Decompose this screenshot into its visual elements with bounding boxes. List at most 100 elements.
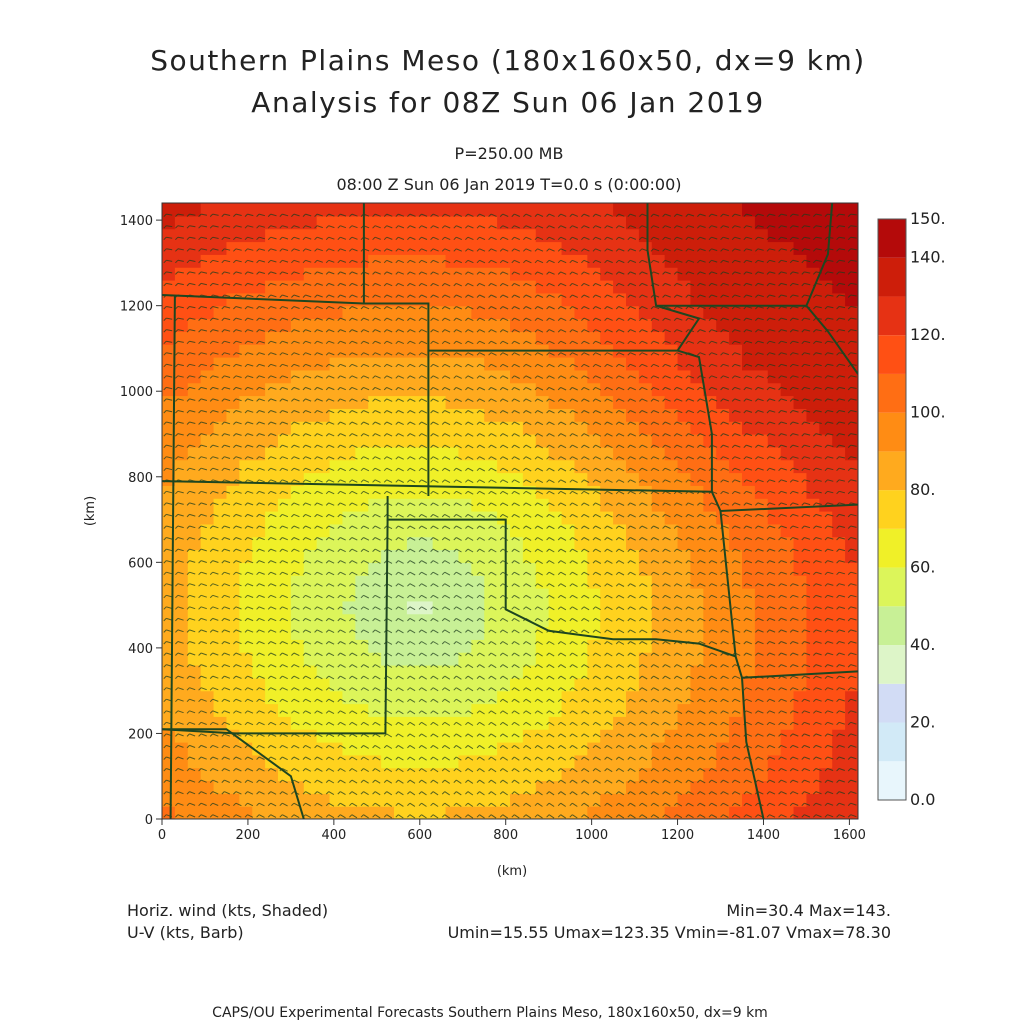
wind-barb	[163, 537, 173, 541]
shade-cell	[626, 549, 640, 563]
shade-cell	[626, 626, 640, 640]
shade-cell	[754, 767, 769, 782]
shade-cell	[574, 588, 588, 602]
wind-barb	[198, 352, 208, 356]
shade-cell	[394, 716, 408, 730]
shade-cell	[793, 536, 808, 551]
shade-cell	[806, 716, 820, 730]
wind-barb	[198, 606, 207, 610]
shade-cell	[806, 331, 820, 345]
shade-cell	[690, 382, 704, 397]
shade-cell	[510, 703, 524, 717]
shade-cell	[278, 754, 292, 769]
wind-barb	[209, 606, 219, 610]
shade-cell	[742, 562, 756, 576]
wind-barb	[233, 652, 242, 656]
shade-cell	[406, 588, 421, 602]
shade-cell	[819, 626, 833, 640]
shade-cell	[651, 485, 666, 499]
wind-barb	[209, 629, 219, 633]
shade-cell	[754, 652, 769, 666]
wind-barb	[198, 317, 208, 321]
shade-cell	[600, 280, 614, 294]
shade-cell	[832, 729, 846, 743]
wind-barb	[221, 271, 231, 275]
shade-cell	[638, 292, 653, 307]
shade-cell	[484, 203, 498, 217]
shade-cell	[510, 754, 524, 769]
shade-cell	[561, 703, 576, 717]
shade-cell	[574, 600, 588, 615]
shade-cell	[458, 267, 472, 281]
wind-barb	[163, 421, 173, 425]
shade-cell	[767, 575, 782, 589]
shade-cell	[329, 511, 344, 525]
shade-cell	[574, 639, 588, 653]
shade-cell	[677, 716, 692, 730]
shade-cell	[587, 459, 601, 474]
wind-barb	[209, 398, 219, 402]
shade-cell	[845, 793, 858, 807]
shade-cell	[729, 523, 743, 538]
wind-barb	[244, 629, 254, 633]
shade-cell	[252, 562, 266, 576]
shade-cell	[561, 203, 576, 217]
wind-barb	[244, 375, 254, 379]
shade-cell	[162, 767, 176, 782]
shade-cell	[548, 639, 563, 653]
shade-cell	[316, 318, 331, 332]
shade-cell	[406, 318, 421, 332]
wind-barb	[198, 733, 207, 737]
shade-cell	[394, 318, 408, 332]
shade-cell	[174, 690, 189, 705]
shade-cell	[342, 203, 356, 217]
shade-cell	[535, 254, 550, 268]
shade-cell	[329, 626, 344, 640]
shade-cell	[406, 305, 421, 320]
shade-cell	[780, 241, 795, 255]
shade-cell	[278, 395, 292, 409]
shade-cell	[651, 729, 666, 743]
shade-cell	[368, 395, 382, 409]
shade-cell	[303, 626, 318, 640]
shade-cell	[316, 729, 331, 743]
shade-cell	[767, 369, 782, 384]
shade-cell	[342, 613, 356, 628]
shade-cell	[754, 408, 769, 422]
shade-cell	[677, 729, 692, 743]
shade-cell	[832, 344, 846, 358]
wind-barb	[267, 398, 277, 402]
shade-cell	[793, 395, 808, 409]
shade-cell	[626, 241, 640, 255]
shade-cell	[316, 472, 331, 486]
wind-barb	[244, 768, 254, 772]
shade-cell	[355, 588, 369, 602]
shade-cell	[510, 767, 524, 782]
shade-cell	[200, 215, 215, 230]
shade-cell	[845, 241, 858, 255]
wind-barb	[209, 421, 219, 425]
shade-cell	[510, 267, 524, 281]
shade-cell	[471, 665, 485, 679]
shade-cell	[252, 639, 266, 653]
wind-barb	[233, 617, 242, 622]
shade-cell	[394, 536, 408, 551]
shade-cell	[316, 703, 331, 717]
shade-cell	[754, 575, 769, 589]
shade-cell	[174, 742, 189, 756]
wind-barb	[256, 213, 266, 217]
shade-cell	[819, 806, 833, 819]
shade-cell	[793, 498, 808, 512]
shade-cell	[497, 267, 511, 281]
shade-cell	[445, 806, 460, 819]
shade-cell	[600, 228, 614, 243]
shade-cell	[471, 241, 485, 255]
shade-cell	[226, 588, 240, 602]
wind-barb	[267, 433, 277, 437]
shade-cell	[471, 639, 485, 653]
wind-barb	[256, 363, 265, 368]
shade-cell	[664, 434, 679, 448]
wind-barb	[233, 814, 242, 818]
wind-barb	[256, 571, 265, 576]
shade-cell	[265, 511, 279, 525]
